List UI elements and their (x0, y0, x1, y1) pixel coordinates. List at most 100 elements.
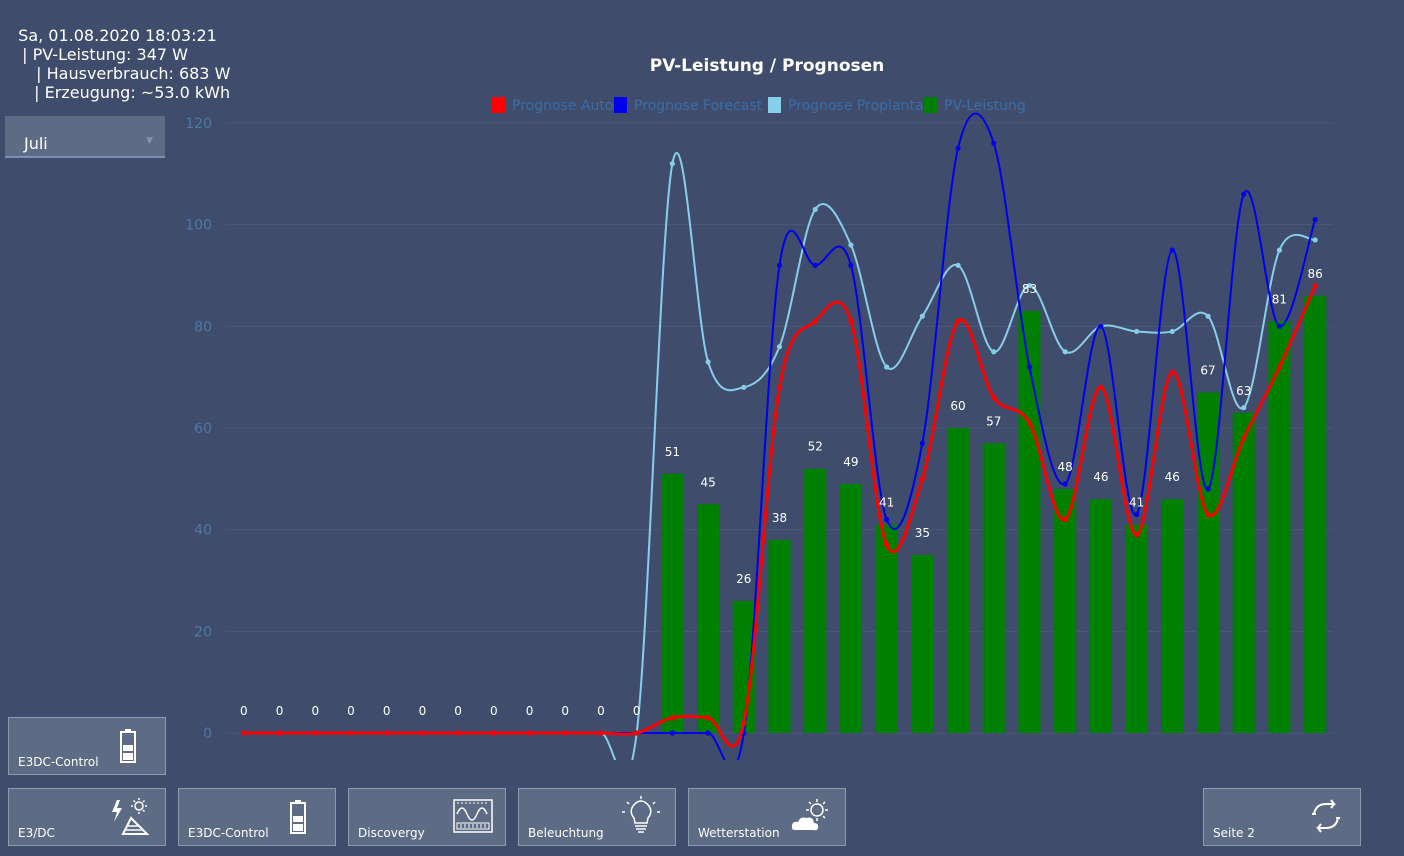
data-point (1098, 323, 1104, 329)
bar-value-label: 0 (597, 704, 605, 718)
beleuchtung-button[interactable]: Beleuchtung (518, 788, 676, 846)
data-point (384, 730, 390, 736)
status-erzeugung: | Erzeugung: ~53.0 kWh (34, 83, 231, 102)
data-point (776, 262, 783, 268)
legend-label: PV-Leistung (944, 98, 1026, 114)
data-point (1276, 247, 1283, 253)
e3dc-button[interactable]: E3/DC (8, 788, 166, 846)
data-point (1276, 323, 1283, 329)
month-select-value: Juli (24, 134, 48, 153)
bar-value-label: 46 (1165, 470, 1180, 484)
data-point (1276, 364, 1283, 370)
data-point (741, 720, 747, 726)
data-point (776, 384, 783, 390)
data-point (812, 206, 818, 213)
data-point (1241, 191, 1247, 197)
battery-icon (290, 800, 306, 834)
data-point (1169, 328, 1175, 335)
data-point (848, 242, 854, 248)
y-tick-label: 40 (194, 523, 212, 539)
bar (839, 483, 862, 733)
pv-chart: 0 20 40 60 80 100 120 0 0 0 0 0 0 0 0 0 0 0 0 51 45 26 38 52 49 4… (185, 97, 1333, 760)
bar (661, 473, 684, 733)
data-point (1241, 405, 1247, 411)
tile-label: Discovergy (358, 826, 425, 840)
data-point (919, 476, 925, 482)
legend-swatch (492, 97, 505, 113)
status-bar: Sa, 01.08.2020 18:03:21 | PV-Leistung: 3… (8, 7, 230, 102)
data-point (884, 516, 890, 523)
data-point (1205, 313, 1211, 319)
meter-icon (453, 799, 493, 833)
data-point (1312, 216, 1318, 223)
data-point (848, 262, 854, 268)
bar-value-label: 52 (808, 440, 823, 454)
data-point (1026, 364, 1033, 370)
month-select[interactable]: Juli ▼ (5, 116, 165, 158)
data-point (491, 730, 497, 736)
bar-value-label: 0 (240, 704, 248, 718)
solar-panel-icon (112, 798, 150, 835)
status-datetime: Sa, 01.08.2020 18:03:21 (18, 26, 217, 45)
bar-value-label: 0 (419, 704, 427, 718)
status-pv: | PV-Leistung: 347 W (22, 45, 188, 64)
data-point (812, 262, 818, 268)
bar-value-label: 0 (526, 704, 534, 718)
bar-value-label: 41 (879, 496, 894, 510)
bar (804, 468, 827, 733)
light-bulb-icon (622, 796, 660, 833)
bar (1089, 499, 1112, 733)
data-point (1169, 247, 1175, 253)
data-point (1169, 369, 1175, 375)
bar (1054, 489, 1077, 733)
tile-label: E3DC-Control (18, 755, 99, 769)
data-point (1026, 283, 1033, 289)
y-tick-label: 60 (194, 421, 212, 437)
bar (982, 443, 1005, 733)
bar-value-label: 0 (383, 704, 391, 718)
bar-value-label: 0 (561, 704, 569, 718)
e3dc-control-top-button[interactable]: E3DC-Control (8, 717, 166, 775)
data-point (1098, 384, 1104, 390)
seite-2-button[interactable]: Seite 2 (1203, 788, 1361, 846)
battery-icon (120, 729, 136, 763)
tile-label: E3/DC (18, 826, 55, 840)
wetterstation-button[interactable]: Wetterstation (688, 788, 846, 846)
data-point (276, 730, 283, 736)
data-point (991, 349, 997, 355)
bar-value-label: 81 (1272, 292, 1287, 306)
bar-value-label: 60 (950, 399, 965, 413)
data-point (598, 730, 604, 736)
weather-icon (791, 799, 828, 831)
data-point (1026, 420, 1033, 426)
data-point (1205, 486, 1211, 492)
bar-value-label: 49 (843, 455, 858, 469)
bar-value-label: 86 (1308, 267, 1323, 281)
bar-value-label: 67 (1200, 363, 1215, 377)
legend-swatch (768, 97, 781, 113)
data-point (919, 440, 925, 446)
data-point (705, 715, 711, 721)
legend-swatch (614, 97, 627, 113)
data-point (955, 145, 961, 152)
data-point (991, 140, 997, 146)
bar (1304, 295, 1327, 733)
data-point (419, 730, 426, 736)
bar-value-label: 46 (1093, 470, 1108, 484)
bar (768, 539, 791, 733)
legend-label: Prognose Auto (512, 98, 613, 114)
bar-value-label: 0 (347, 704, 355, 718)
discovergy-button[interactable]: Discovergy (348, 788, 506, 846)
data-point (919, 313, 925, 319)
data-point (1062, 481, 1068, 487)
tile-label: E3DC-Control (188, 826, 269, 840)
data-point (241, 730, 247, 736)
bar-value-label: 63 (1236, 384, 1251, 398)
data-point (1133, 511, 1140, 518)
y-tick-label: 120 (185, 116, 212, 132)
y-tick-label: 100 (185, 218, 212, 234)
data-point (884, 364, 890, 370)
bar-value-label: 57 (986, 414, 1001, 428)
data-point (955, 318, 961, 324)
e3dc-control-button[interactable]: E3DC-Control (178, 788, 336, 846)
